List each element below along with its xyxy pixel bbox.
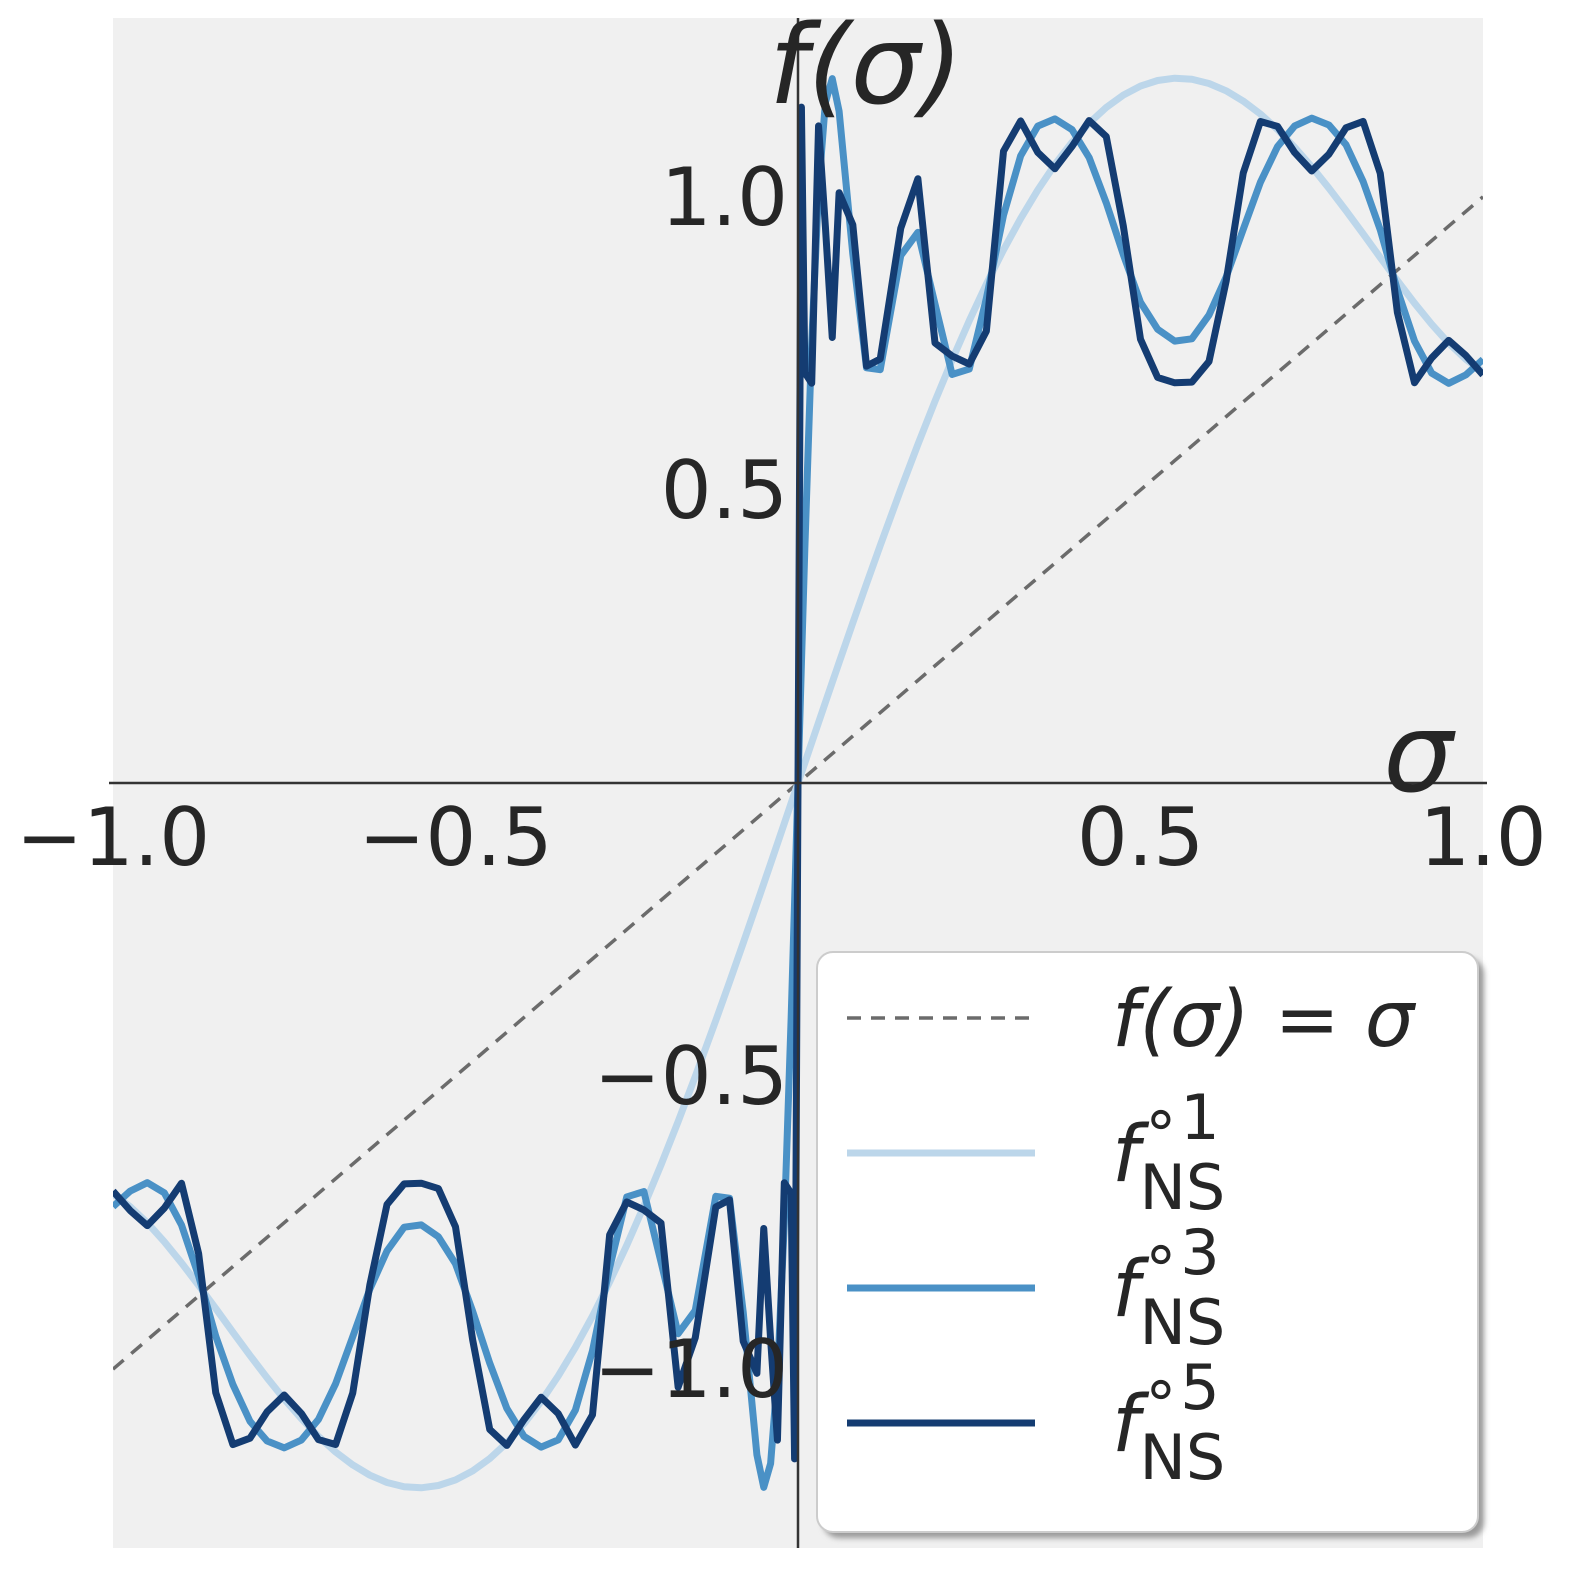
legend-label: f(σ) = σ [1112, 975, 1417, 1065]
y-tick-label: 0.5 [661, 444, 788, 537]
y-tick-label: 1.0 [661, 151, 788, 244]
x-axis-label: σ [1383, 689, 1456, 817]
legend-box [816, 951, 1479, 1533]
labels: −1.0 −0.5 0.5 1.0−1.0−0.50.51.0σf(σ) [16, 1, 1547, 1416]
legend-label: fNS∘3 [1112, 1216, 1225, 1359]
y-tick-label: −1.0 [594, 1323, 788, 1416]
y-axis-label: f(σ) [769, 1, 963, 129]
x-tick-label: −1.0 [16, 791, 210, 884]
y-tick-label: −0.5 [594, 1030, 788, 1123]
legend-label: fNS∘1 [1112, 1081, 1225, 1224]
axes [109, 18, 1487, 1548]
x-tick-label: 1.0 [1419, 791, 1546, 884]
x-tick-label: −0.5 [358, 791, 552, 884]
x-tick-label: 0.5 [1077, 791, 1204, 884]
legend-label: fNS∘5 [1112, 1351, 1225, 1494]
